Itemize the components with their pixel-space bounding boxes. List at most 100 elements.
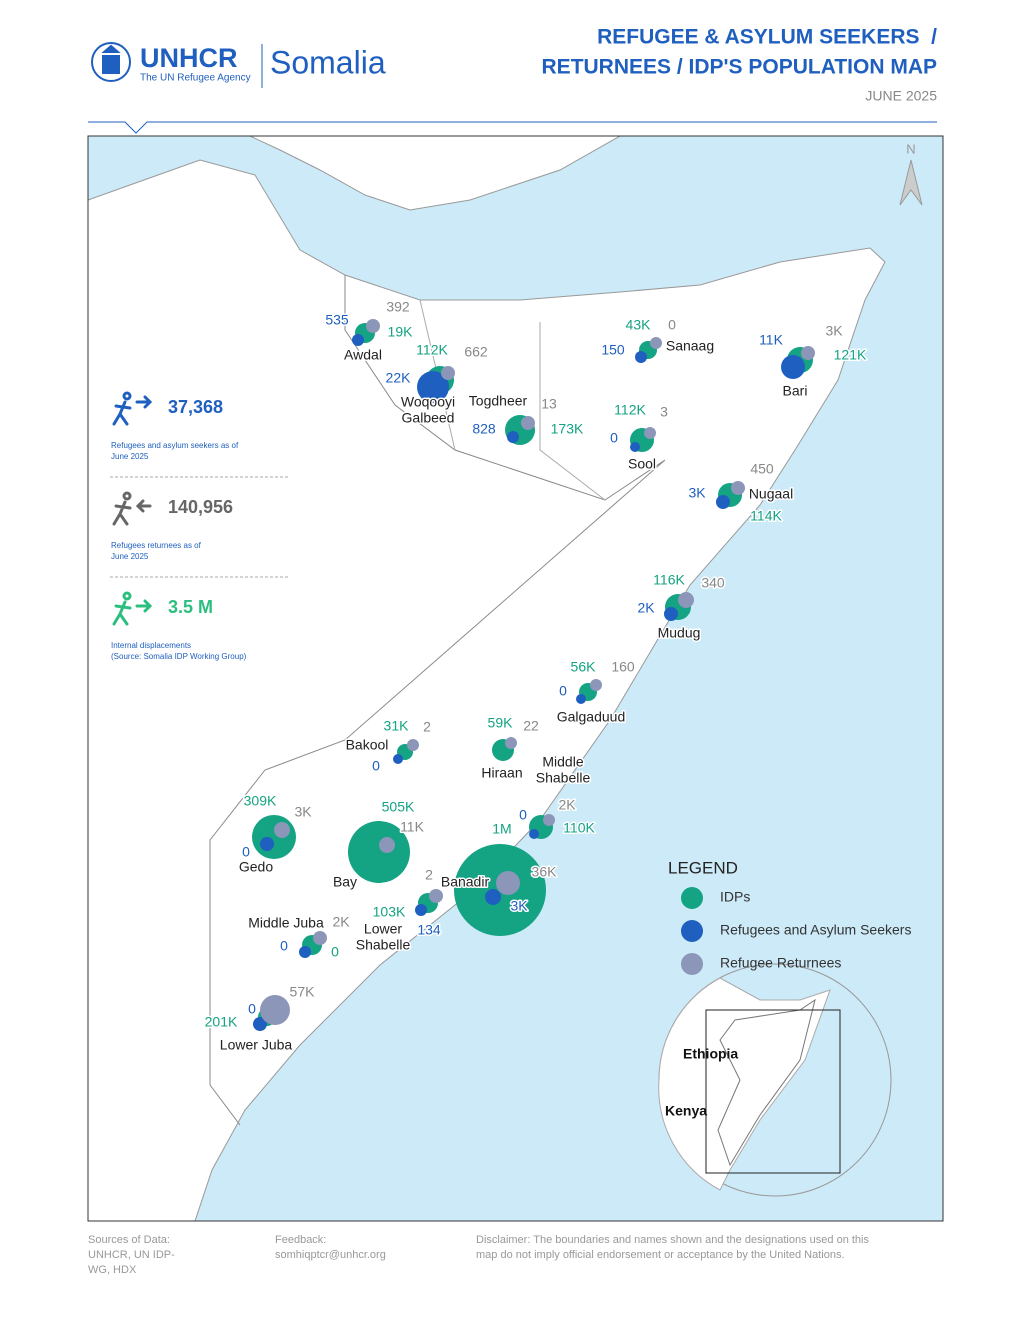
idp-label: 116K (653, 572, 685, 588)
footer-sources: WG, HDX (88, 1264, 137, 1276)
stat-label: (Source: Somalia IDP Working Group) (111, 652, 247, 661)
map-frame (87, 135, 944, 1222)
idp-label: 173K (551, 421, 584, 437)
inset-map (658, 963, 892, 1197)
refugee-bubble (716, 495, 730, 509)
refugee-label: 0 (519, 807, 527, 823)
returnee-label: 2K (558, 797, 576, 813)
region-name: Galbeed (402, 410, 455, 426)
region-name: Galgaduud (557, 709, 626, 725)
returnee-bubble (505, 737, 517, 749)
idp-bubble (348, 821, 410, 883)
returnee-bubble (313, 931, 327, 945)
region-line (539, 322, 606, 501)
stat-icons (112, 391, 153, 626)
region-name: Hiraan (481, 765, 522, 781)
footer-disclaimer: Disclaimer: The boundaries and names sho… (476, 1234, 869, 1246)
returnee-bubble (731, 481, 745, 495)
returnee-bubble (407, 739, 419, 751)
legend-swatch (681, 920, 703, 942)
refugee-label: 828 (472, 421, 496, 437)
region-name: Middle Juba (248, 915, 324, 931)
refugee-label: 2K (637, 600, 655, 616)
land (88, 159, 886, 1221)
title-line: RETURNEES / IDP'S POPULATION MAP (542, 56, 937, 79)
logo-emblem (91, 42, 131, 82)
refugee-label: 535 (325, 312, 349, 328)
region-name: Lower (364, 921, 402, 937)
stat-label: June 2025 (111, 552, 149, 561)
refugee-bubble (417, 371, 449, 403)
returnee-bubble (521, 416, 535, 430)
refugee-label: 0 (280, 938, 288, 954)
legend-swatch (681, 953, 703, 975)
returnee-bubble (644, 427, 656, 439)
refugee-label: 0 (559, 683, 567, 699)
returnee-label: 13 (541, 396, 557, 412)
legend-item: Refugee Returnees (720, 955, 841, 971)
refugee-bubble (507, 431, 519, 443)
refugee-label: 150 (601, 342, 625, 358)
returnee-label: 22 (523, 718, 539, 734)
returnee-bubble (543, 814, 555, 826)
agency-text: The UN Refugee Agency (140, 73, 251, 84)
returnee-bubble (441, 366, 455, 380)
footer-sources: Sources of Data: (88, 1234, 170, 1246)
idp-bubble (252, 815, 296, 859)
stat-value: 37,368 (168, 397, 223, 417)
refugee-bubble (415, 904, 427, 916)
idp-label: 201K (205, 1014, 238, 1030)
region-name: Lower Juba (220, 1037, 293, 1053)
idp-label: 103K (373, 904, 406, 920)
region-name: Nugaal (749, 486, 793, 502)
idp-label: 114K (750, 508, 782, 524)
stat-label: June 2025 (111, 452, 149, 461)
north-label: N (906, 141, 915, 156)
returnee-label: 450 (750, 461, 774, 477)
region-name: Bakool (346, 737, 389, 753)
refugee-bubble (393, 754, 403, 764)
idp-label: 112K (614, 402, 646, 418)
stat-label: Refugees and asylum seekers as of (111, 441, 239, 450)
refugee-label: 11K (759, 332, 784, 348)
refugee-bubble (781, 355, 805, 379)
returnee-label: 160 (611, 659, 635, 675)
refugee-label: 0 (242, 844, 250, 860)
refugee-bubble (664, 607, 678, 621)
idp-label: 56K (571, 659, 597, 675)
footer-disclaimer: map do not imply official endorsement or… (476, 1249, 845, 1261)
country-name: Somalia (270, 44, 386, 80)
idp-label: 121K (834, 347, 867, 363)
region-name: Banadir (441, 874, 490, 890)
logo-text: UNHCR (140, 43, 238, 73)
region-name: Togdheer (469, 393, 528, 409)
idp-label: 59K (488, 715, 514, 731)
returnee-label: 3 (660, 404, 668, 420)
returnee-label: 57K (290, 984, 316, 1000)
bubbles (252, 319, 815, 1031)
header-rule (88, 121, 937, 134)
inset-label: Ethiopia (683, 1046, 738, 1062)
idp-label: 309K (244, 793, 277, 809)
border (209, 275, 666, 1126)
returnee-label: 3K (825, 323, 843, 339)
returnee-bubble (429, 889, 443, 903)
returnee-label: 11K (400, 819, 425, 835)
stat-label: Refugees returnees as of (111, 541, 202, 550)
returnee-label: 3K (294, 804, 312, 820)
stat-value: 3.5 M (168, 597, 213, 617)
returnee-bubble (678, 592, 694, 608)
returnee-label: 340 (701, 575, 725, 591)
inset-label: Kenya (665, 1103, 707, 1119)
returnee-bubble (274, 822, 290, 838)
refugee-label: 134 (417, 922, 441, 938)
stat-value: 140,956 (168, 497, 233, 517)
footer-sources: UNHCR, UN IDP- (88, 1249, 175, 1261)
arabia-land (249, 136, 622, 211)
refugee-bubble (485, 889, 501, 905)
refugee-label: 22K (386, 370, 412, 386)
refugee-label: 0 (248, 1001, 256, 1017)
region-name: Bay (333, 874, 357, 890)
returnee-label: 2 (423, 719, 431, 735)
